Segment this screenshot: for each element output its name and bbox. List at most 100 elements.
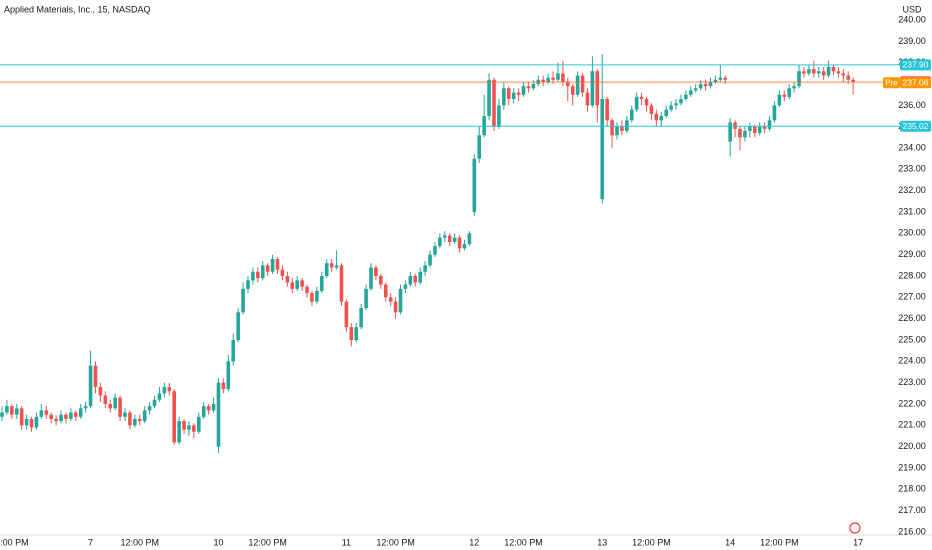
candle-body: [679, 98, 683, 104]
candle-body: [541, 79, 545, 82]
candle-body: [93, 365, 98, 387]
candle-body: [369, 267, 373, 289]
candle-body: [5, 406, 9, 413]
y-tick-label: 229.00: [898, 249, 926, 259]
candle-body: [802, 71, 806, 74]
pre-market-name: Pre: [885, 78, 898, 87]
candle-body: [807, 69, 811, 74]
y-tick-label: 233.00: [898, 164, 926, 174]
y-tick-label: 219.00: [898, 462, 926, 472]
candle-body: [713, 79, 718, 82]
x-tick-label: 12:00 PM: [376, 537, 415, 547]
candle-body: [339, 265, 344, 302]
candle-body: [615, 126, 619, 136]
candle-body: [137, 418, 142, 422]
candle-body: [457, 237, 462, 249]
candle-body: [201, 406, 206, 417]
pre-market-tag: [900, 77, 931, 89]
candle-body: [516, 92, 521, 95]
candle-body: [792, 86, 796, 89]
candle-body: [689, 90, 693, 95]
candle-body: [752, 126, 757, 134]
x-tick-label: 14: [725, 537, 735, 547]
pre-market-name-tag: [883, 77, 900, 89]
x-tick-label: 12:00 PM: [632, 537, 671, 547]
y-tick-label: 217.00: [898, 505, 926, 515]
candle-body: [644, 98, 649, 106]
candle-body: [708, 81, 713, 87]
candle-body: [221, 382, 226, 390]
candle-body: [133, 418, 137, 426]
candle-body: [433, 246, 437, 255]
candle-body: [108, 404, 113, 409]
candle-body: [762, 126, 767, 129]
candle-body: [29, 418, 34, 428]
candle-body: [757, 126, 762, 134]
x-tick-label: 12:00 PM: [504, 537, 543, 547]
candle-body: [69, 412, 73, 419]
y-tick-label: 224.00: [898, 356, 926, 366]
candle-body: [610, 120, 614, 136]
x-tick-label: 12:00 PM: [248, 537, 287, 547]
candle-body: [831, 66, 836, 72]
alert-icon[interactable]: [849, 522, 861, 534]
y-tick-label: 218.00: [898, 484, 926, 494]
candle-body: [344, 301, 349, 328]
candle-body: [216, 382, 221, 447]
candle-body: [733, 122, 737, 129]
candle-body: [492, 79, 496, 127]
candle-body: [551, 77, 555, 80]
candle-body: [334, 265, 339, 268]
candle-body: [152, 399, 157, 407]
candle-body: [580, 75, 585, 93]
candle-body: [467, 233, 472, 245]
candle-body: [393, 301, 398, 313]
candle-body: [103, 395, 108, 405]
y-tick-label: 221.00: [898, 420, 926, 430]
candle-body: [526, 86, 531, 89]
x-tick-label: 2:00 PM: [0, 537, 29, 547]
candle-body: [743, 130, 747, 138]
candle-body: [821, 71, 826, 76]
candle-body: [531, 84, 536, 89]
candle-body: [192, 425, 196, 432]
candle-body: [841, 73, 846, 76]
candle-body: [64, 414, 68, 419]
candle-body: [398, 288, 403, 313]
candle-body: [182, 421, 186, 430]
chart-title: Applied Materials, Inc., 15, NASDAQ: [4, 4, 151, 14]
candle-body: [418, 271, 422, 283]
candle-body: [447, 235, 452, 242]
y-tick-label: 223.00: [898, 377, 926, 387]
candle-body: [128, 412, 132, 426]
candle-body: [265, 265, 270, 272]
candle-body: [620, 126, 624, 131]
candle-body: [477, 135, 482, 159]
candle-body: [359, 308, 363, 328]
candle-body: [684, 94, 688, 99]
candle-body: [718, 77, 723, 80]
candle-body: [659, 116, 664, 121]
candle-body: [561, 73, 565, 82]
candle-body: [364, 288, 368, 309]
candle-body: [172, 391, 176, 443]
candle-body: [851, 79, 855, 82]
candle-body: [24, 418, 29, 426]
level-tag-label: 237.90: [903, 60, 929, 70]
candle-body: [305, 286, 309, 294]
candle-body: [379, 276, 383, 285]
y-tick-label: 230.00: [898, 228, 926, 238]
candle-body: [157, 393, 162, 400]
candle-body: [231, 340, 236, 362]
currency-label: USD: [902, 4, 922, 14]
candle-body: [605, 98, 609, 121]
candle-body: [472, 158, 477, 213]
candle-body: [738, 128, 742, 138]
x-tick-label: 12:00 PM: [760, 537, 799, 547]
candle-body: [142, 410, 147, 422]
candle-body: [349, 327, 354, 341]
candle-body: [54, 418, 58, 422]
candle-body: [575, 75, 580, 95]
